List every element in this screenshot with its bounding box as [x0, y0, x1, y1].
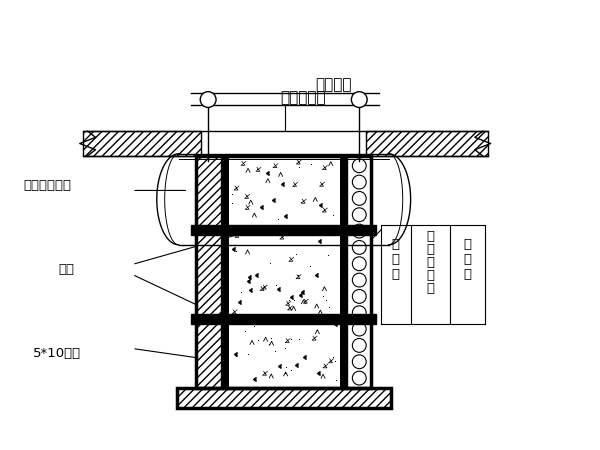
Circle shape [352, 273, 366, 287]
Text: 铁: 铁 [463, 253, 472, 266]
Bar [340, 156, 347, 388]
Text: 胶: 胶 [392, 253, 400, 266]
Circle shape [352, 240, 366, 254]
Circle shape [352, 192, 366, 205]
Text: 拉杆: 拉杆 [58, 263, 74, 276]
Circle shape [352, 257, 366, 270]
Circle shape [352, 338, 366, 352]
Circle shape [352, 306, 366, 319]
Circle shape [352, 355, 366, 369]
Text: 皮: 皮 [463, 268, 472, 281]
Text: 料: 料 [427, 243, 434, 256]
Bar [229, 226, 340, 234]
Bar [229, 156, 340, 388]
Bar [366, 131, 488, 156]
Circle shape [352, 159, 366, 173]
Bar [196, 156, 221, 388]
Bar [221, 156, 229, 388]
Bar [83, 131, 201, 156]
Bar [176, 388, 391, 408]
Bar [191, 225, 376, 235]
Circle shape [352, 92, 367, 108]
Bar [83, 131, 201, 156]
Circle shape [352, 224, 366, 238]
Bar [366, 131, 488, 156]
Bar [176, 388, 391, 408]
Text: 沫: 沫 [427, 269, 434, 282]
Text: 一层塑料布: 一层塑料布 [280, 90, 326, 105]
Circle shape [200, 92, 216, 108]
Text: 5*10方木: 5*10方木 [34, 347, 82, 360]
Text: 竹: 竹 [392, 238, 400, 251]
Bar [196, 156, 221, 388]
Text: 塑: 塑 [427, 230, 434, 243]
Bar [196, 156, 371, 388]
Bar [347, 156, 371, 388]
Text: 板: 板 [392, 268, 400, 281]
Bar [191, 314, 376, 324]
Circle shape [352, 322, 366, 336]
Circle shape [352, 289, 366, 303]
Circle shape [352, 208, 366, 222]
Text: 一层棉被: 一层棉被 [315, 77, 352, 92]
Text: 板: 板 [427, 282, 434, 295]
Text: 白: 白 [463, 238, 472, 251]
Text: 泡: 泡 [427, 256, 434, 269]
Circle shape [352, 371, 366, 385]
Text: 铁丝绑扎牢固: 铁丝绑扎牢固 [23, 179, 71, 192]
Circle shape [352, 175, 366, 189]
Bar [229, 315, 340, 323]
Bar [347, 156, 371, 388]
